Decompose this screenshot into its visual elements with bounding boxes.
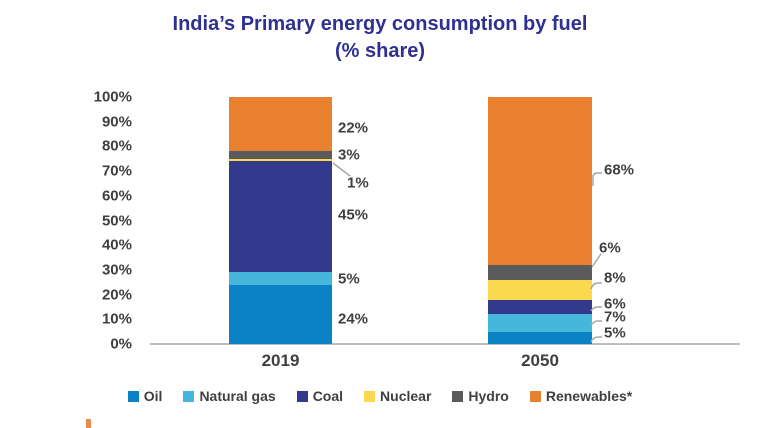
y-axis-tick-label: 10% xyxy=(101,310,132,328)
leader-line xyxy=(590,282,602,290)
legend-swatch-hydro xyxy=(452,390,464,402)
bar-segment-2050-renewables xyxy=(488,97,592,265)
bar-segment-2019-coal xyxy=(229,161,332,273)
chart-title-line1: India’s Primary energy consumption by fu… xyxy=(172,13,588,35)
bar-segment-2050-nuclear xyxy=(488,279,592,300)
data-label-2050-oil: 5% xyxy=(604,324,626,342)
data-label-2019-oil: 24% xyxy=(338,310,369,328)
y-axis-tick-label: 70% xyxy=(101,162,132,180)
y-axis-tick-label: 50% xyxy=(101,212,132,229)
data-label-2019-natural-gas: 5% xyxy=(338,270,360,288)
bar-2050 xyxy=(488,97,592,344)
bar-segment-2019-oil xyxy=(229,284,332,344)
y-axis-tick-label: 60% xyxy=(101,187,132,205)
leader-line xyxy=(590,320,602,327)
bar-segment-2050-coal xyxy=(488,299,592,315)
x-axis-line xyxy=(150,343,740,345)
x-axis-label-2050: 2050 xyxy=(521,351,559,370)
legend-label-nuclear: Nuclear xyxy=(380,388,432,404)
legend-swatch-natural-gas xyxy=(183,390,195,402)
legend-item-nuclear: Nuclear xyxy=(364,388,431,404)
y-axis-tick-label: 90% xyxy=(101,113,132,131)
bar-segment-2050-hydro xyxy=(488,265,592,280)
chart-title: India’s Primary energy consumption by fu… xyxy=(0,11,760,65)
legend-swatch-renewables xyxy=(529,390,541,402)
y-axis-tick-label: 30% xyxy=(101,261,132,279)
data-label-2050-coal: 6% xyxy=(604,295,626,313)
legend-label-hydro: Hydro xyxy=(468,388,509,404)
legend-swatch-nuclear xyxy=(364,390,376,402)
legend-item-coal: Coal xyxy=(296,388,344,404)
y-axis-tick-label: 100% xyxy=(93,88,132,106)
bar-segment-2050-oil xyxy=(488,331,592,344)
chart-title-line2: (% share) xyxy=(334,40,426,62)
bar-segment-2019-nuclear xyxy=(229,158,332,162)
legend-item-hydro: Hydro xyxy=(452,388,509,404)
y-axis-tick-label: 80% xyxy=(101,137,132,155)
data-label-2050-natural-gas: 7% xyxy=(604,308,626,326)
page-edge-artifact xyxy=(86,419,91,428)
leader-line xyxy=(590,306,602,312)
legend-label-oil: Oil xyxy=(143,388,163,404)
legend-label-coal: Coal xyxy=(312,388,344,404)
data-label-2019-renewables: 22% xyxy=(338,119,369,137)
bar-segment-2050-natural-gas xyxy=(488,314,592,332)
data-label-2050-renewables: 68% xyxy=(604,161,635,179)
y-axis-tick-label: 20% xyxy=(101,286,132,304)
leader-line xyxy=(592,172,602,186)
leader-line xyxy=(590,336,602,343)
chart-legend: Oil Natural gas Coal Nuclear Hydro Renewables… xyxy=(0,388,760,404)
bar-segment-2019-natural-gas xyxy=(229,272,332,285)
y-axis-tick-label: 0% xyxy=(110,335,132,353)
data-label-2050-nuclear: 8% xyxy=(604,269,626,287)
legend-swatch-oil xyxy=(127,390,139,402)
x-axis-label-2019: 2019 xyxy=(261,351,300,370)
bar-2019 xyxy=(229,97,332,344)
legend-item-natural-gas: Natural gas xyxy=(183,388,276,404)
legend-swatch-coal xyxy=(296,390,308,402)
data-label-2019-coal: 45% xyxy=(338,206,369,224)
y-axis-tick-label: 40% xyxy=(101,236,132,254)
data-label-2019-nuclear: 1% xyxy=(347,174,369,192)
legend-item-renewables: Renewables* xyxy=(529,388,633,404)
bar-segment-2019-hydro xyxy=(229,151,332,159)
legend-item-oil: Oil xyxy=(127,388,163,404)
legend-label-natural-gas: Natural gas xyxy=(199,388,276,404)
legend-label-renewables: Renewables* xyxy=(545,388,633,404)
data-label-2050-hydro: 6% xyxy=(599,239,621,257)
bar-segment-2019-renewables xyxy=(229,97,332,152)
data-label-2019-hydro: 3% xyxy=(338,146,360,164)
